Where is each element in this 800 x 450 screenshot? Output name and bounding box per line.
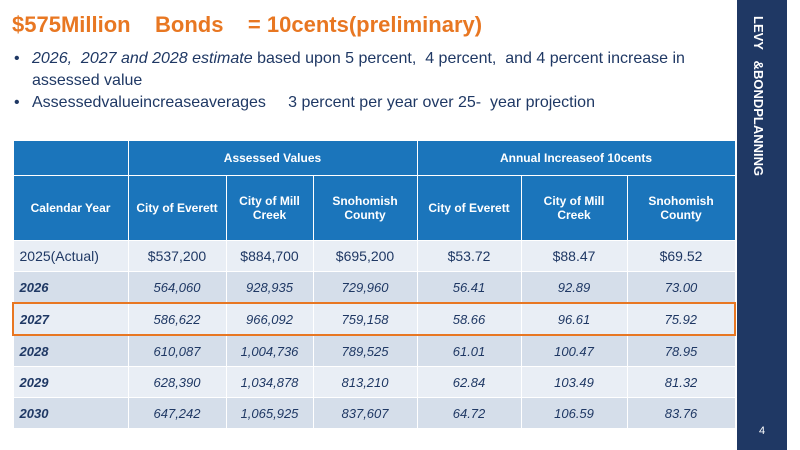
bullet: 2026, 2027 and 2028 estimate based upon … bbox=[12, 48, 727, 92]
bullet-italic: 2026, 2027 and 2028 estimate bbox=[32, 50, 253, 67]
table-cell: 62.84 bbox=[416, 366, 522, 398]
column-header: Calendar Year bbox=[12, 175, 129, 241]
table-cell: 628,390 bbox=[127, 366, 227, 398]
column-header-row: Calendar Year City of Everett City of Mill… bbox=[12, 175, 736, 241]
sidebar-label: LEVY &BONDPLANNING bbox=[751, 16, 766, 177]
group-header: Assessed Values bbox=[127, 140, 418, 176]
sidebar: LEVY &BONDPLANNING 4 bbox=[737, 0, 787, 450]
table-cell: 647,242 bbox=[127, 397, 227, 429]
table-cell: 100.47 bbox=[520, 334, 628, 367]
header-cell bbox=[12, 140, 129, 176]
group-header: Annual Increaseof 10cents bbox=[416, 140, 736, 176]
column-header: City of Everett bbox=[127, 175, 227, 241]
table-cell: 928,935 bbox=[225, 271, 314, 304]
table-cell: 58.66 bbox=[416, 302, 522, 336]
table-cell: 2028 bbox=[12, 334, 129, 367]
table-cell: $53.72 bbox=[416, 240, 522, 272]
table-row: 2030 647,242 1,065,925 837,607 64.72 106.59 83… bbox=[12, 397, 736, 429]
table-row: 2026 564,060 928,935 729,960 56.41 92.89 73.00 bbox=[12, 271, 736, 304]
table-cell: 73.00 bbox=[626, 271, 736, 304]
table-cell: 1,034,878 bbox=[225, 366, 314, 398]
table-cell: 96.61 bbox=[520, 302, 628, 336]
table-cell: 564,060 bbox=[127, 271, 227, 304]
group-header-row: Assessed Values Annual Increaseof 10cent… bbox=[12, 140, 736, 176]
table-cell: 2030 bbox=[12, 397, 129, 429]
table-row: 2028 610,087 1,004,736 789,525 61.01 100.47 78… bbox=[12, 334, 736, 367]
table-row: 2025(Actual) $537,200 $884,700 $695,200 $53.… bbox=[12, 240, 736, 272]
table-cell: 966,092 bbox=[225, 302, 314, 336]
table-cell: 56.41 bbox=[416, 271, 522, 304]
table-cell: 92.89 bbox=[520, 271, 628, 304]
table-cell: 75.92 bbox=[626, 302, 737, 336]
table-cell: 789,525 bbox=[312, 334, 418, 367]
table-cell: 2025(Actual) bbox=[12, 240, 129, 272]
table-cell: $537,200 bbox=[127, 240, 227, 272]
page-number: 4 bbox=[758, 425, 766, 437]
table-cell: 106.59 bbox=[520, 397, 628, 429]
table-cell: $695,200 bbox=[312, 240, 418, 272]
table-cell: $88.47 bbox=[520, 240, 628, 272]
column-header: Snohomish County bbox=[626, 175, 736, 241]
bullet: Assessedvalueincreaseaverages 3 percent … bbox=[12, 92, 727, 114]
column-header: City of Everett bbox=[416, 175, 522, 241]
table-row: 2027 586,622 966,092 759,158 58.66 96.61 75.92 bbox=[12, 302, 737, 336]
table-cell: 610,087 bbox=[127, 334, 227, 367]
bullet-text: Assessedvalueincreaseaverages 3 percent … bbox=[32, 94, 595, 111]
table-cell: $69.52 bbox=[626, 240, 736, 272]
table-cell: 78.95 bbox=[626, 334, 736, 367]
bullet-text: based upon 5 percent, 4 percent, and 4 p… bbox=[32, 50, 690, 89]
table-cell: 103.49 bbox=[520, 366, 628, 398]
column-header: Snohomish County bbox=[312, 175, 418, 241]
table-cell: 759,158 bbox=[312, 302, 418, 336]
table-cell: 837,607 bbox=[312, 397, 418, 429]
table-cell: 83.76 bbox=[626, 397, 736, 429]
table-cell: 729,960 bbox=[312, 271, 418, 304]
column-header: City of Mill Creek bbox=[225, 175, 314, 241]
table-cell: 81.32 bbox=[626, 366, 736, 398]
table: Assessed Values Annual Increaseof 10cent… bbox=[12, 140, 737, 429]
table-cell: 1,065,925 bbox=[225, 397, 314, 429]
table-cell: 64.72 bbox=[416, 397, 522, 429]
table-cell: $884,700 bbox=[225, 240, 314, 272]
table-cell: 2029 bbox=[12, 366, 129, 398]
table-cell: 586,622 bbox=[127, 302, 227, 336]
bullets: 2026, 2027 and 2028 estimate based upon … bbox=[12, 48, 727, 114]
column-header: City of Mill Creek bbox=[520, 175, 628, 241]
table-cell: 1,004,736 bbox=[225, 334, 314, 367]
table-row: 2029 628,390 1,034,878 813,210 62.84 103.49 81… bbox=[12, 366, 736, 398]
table-cell: 2027 bbox=[12, 302, 129, 336]
title: $575Million Bonds = 10cents(preliminary) bbox=[12, 12, 483, 37]
table-cell: 2026 bbox=[12, 271, 129, 304]
table-cell: 813,210 bbox=[312, 366, 418, 398]
table-cell: 61.01 bbox=[416, 334, 522, 367]
